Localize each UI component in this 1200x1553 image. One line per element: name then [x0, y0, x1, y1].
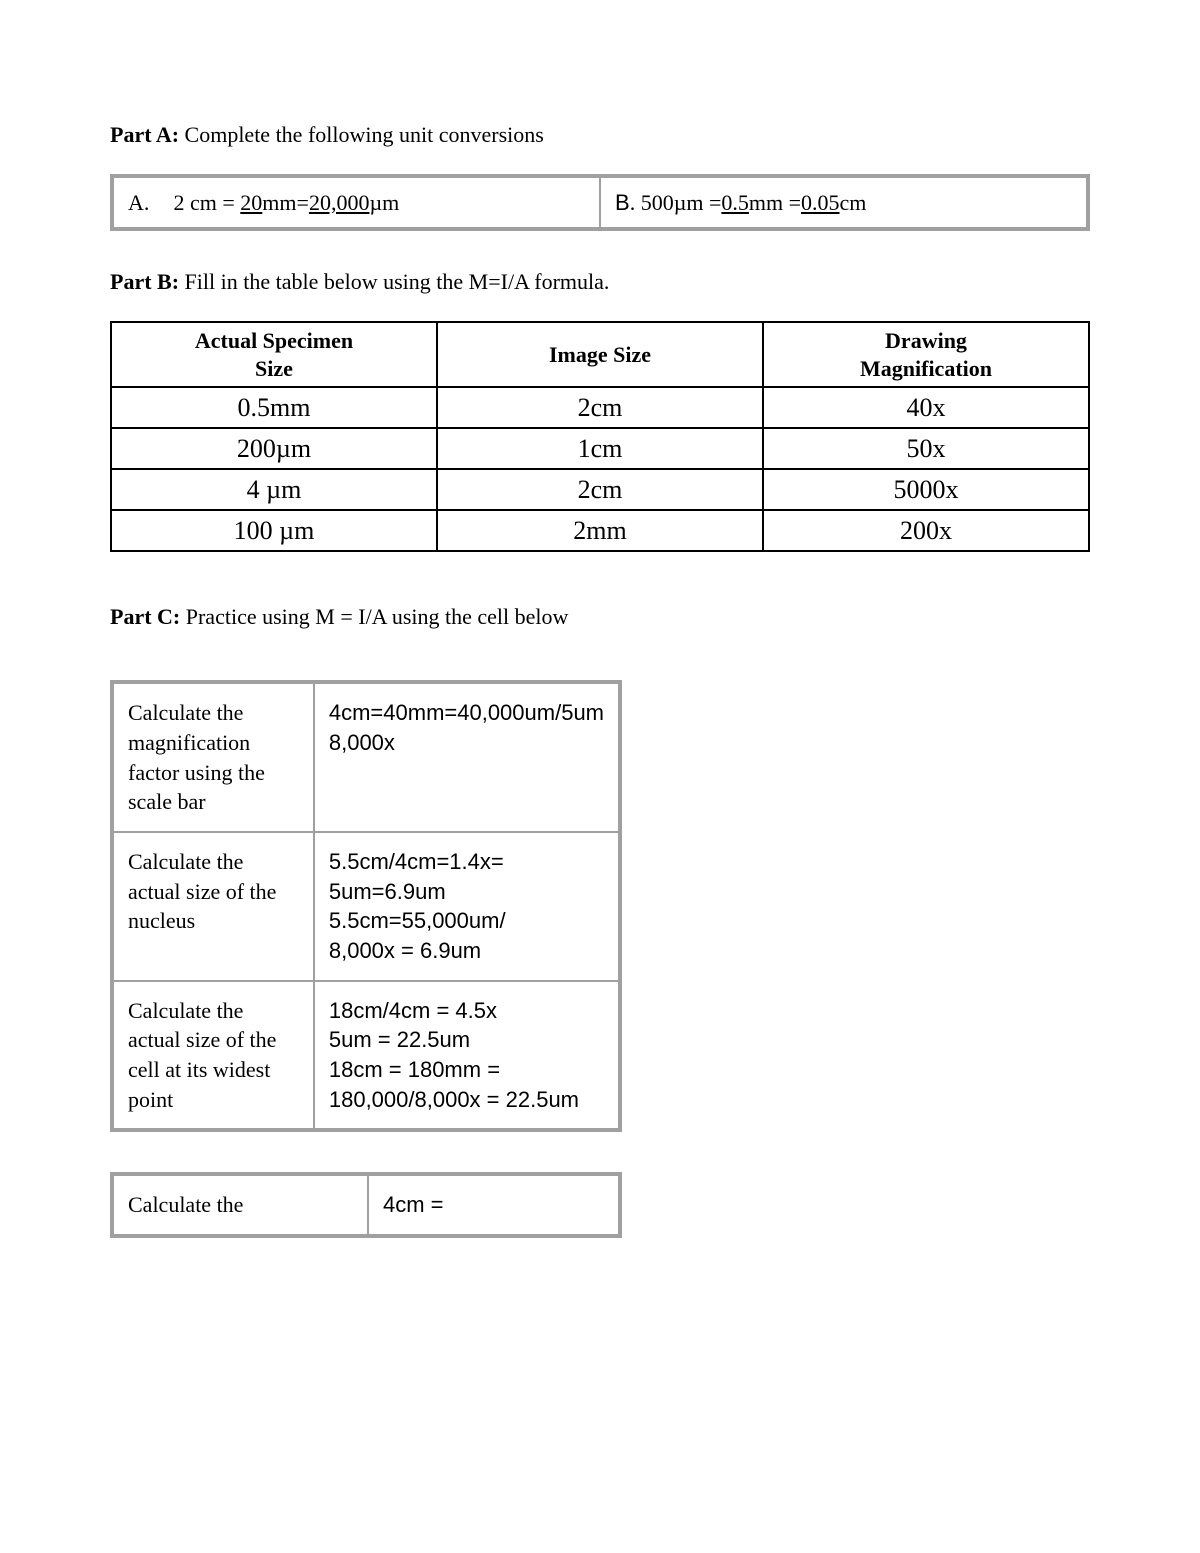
cell: 100 µm	[111, 510, 437, 551]
cell: 4 µm	[111, 469, 437, 510]
cell-a-post: µm	[369, 190, 399, 215]
cell-a-pre: 2 cm =	[174, 190, 241, 215]
cell-b-label: B	[615, 190, 630, 215]
cell-b-post: cm	[840, 190, 867, 215]
table-row: Calculate the magnification factor using…	[112, 682, 620, 832]
cell: 0.5mm	[111, 387, 437, 428]
cell-a-mid: mm=	[262, 190, 309, 215]
part-c-heading: Part C: Practice using M = I/A using the…	[110, 602, 1090, 632]
col-header-1: Image Size	[437, 322, 763, 387]
table-row: 0.5mm 2cm 40x	[111, 387, 1089, 428]
question-cell: Calculate the actual size of the nucleus	[112, 832, 314, 981]
cell-a-u1: 20	[240, 190, 262, 215]
part-a-label: Part A:	[110, 122, 179, 147]
part-b-table: Actual Specimen Size Image Size Drawing …	[110, 321, 1090, 552]
part-c-extra-table: Calculate the 4cm =	[110, 1172, 622, 1238]
part-c-table: Calculate the magnification factor using…	[110, 680, 622, 1132]
table-row: 200µm 1cm 50x	[111, 428, 1089, 469]
worksheet-page: Part A: Complete the following unit conv…	[0, 0, 1200, 1553]
col-header-2: Drawing Magnification	[763, 322, 1089, 387]
table-row: Calculate the actual size of the cell at…	[112, 981, 620, 1131]
answer-cell: 18cm/4cm = 4.5x 5um = 22.5um 18cm = 180m…	[314, 981, 620, 1131]
cell: 5000x	[763, 469, 1089, 510]
answer-cell: 5.5cm/4cm=1.4x= 5um=6.9um 5.5cm=55,000um…	[314, 832, 620, 981]
cell-b-u2: 0.05	[801, 190, 840, 215]
cell: 50x	[763, 428, 1089, 469]
cell-b-u1: 0.5	[721, 190, 749, 215]
part-b-text: Fill in the table below using the M=I/A …	[179, 269, 609, 294]
cell-b-mid: mm =	[749, 190, 801, 215]
question-cell: Calculate the magnification factor using…	[112, 682, 314, 832]
question-cell: Calculate the actual size of the cell at…	[112, 981, 314, 1131]
table-row: 4 µm 2cm 5000x	[111, 469, 1089, 510]
cell: 200µm	[111, 428, 437, 469]
table-row: Calculate the actual size of the nucleus…	[112, 832, 620, 981]
part-c-text: Practice using M = I/A using the cell be…	[180, 604, 568, 629]
part-a-heading: Part A: Complete the following unit conv…	[110, 120, 1090, 150]
table-row: Calculate the 4cm =	[112, 1174, 620, 1236]
part-a-cell-b: B. 500µm =0.5mm =0.05cm	[600, 176, 1088, 230]
cell: 2mm	[437, 510, 763, 551]
cell: 2cm	[437, 469, 763, 510]
answer-cell: 4cm =	[368, 1174, 620, 1236]
part-a-table: A. 2 cm = 20mm=20,000µm B. 500µm =0.5mm …	[110, 174, 1090, 232]
part-b-heading: Part B: Fill in the table below using th…	[110, 267, 1090, 297]
table-row: 100 µm 2mm 200x	[111, 510, 1089, 551]
cell-a-u2: 20,000	[309, 190, 370, 215]
col-header-0: Actual Specimen Size	[111, 322, 437, 387]
answer-cell: 4cm=40mm=40,000um/5um 8,000x	[314, 682, 620, 832]
cell: 2cm	[437, 387, 763, 428]
part-b-label: Part B:	[110, 269, 179, 294]
part-a-cell-a: A. 2 cm = 20mm=20,000µm	[112, 176, 600, 230]
cell: 40x	[763, 387, 1089, 428]
question-cell: Calculate the	[112, 1174, 368, 1236]
cell: 1cm	[437, 428, 763, 469]
table-header-row: Actual Specimen Size Image Size Drawing …	[111, 322, 1089, 387]
cell: 200x	[763, 510, 1089, 551]
part-a-text: Complete the following unit conversions	[179, 122, 544, 147]
cell-a-label: A.	[128, 188, 168, 218]
cell-b-pre: . 500µm =	[630, 190, 722, 215]
part-c-label: Part C:	[110, 604, 180, 629]
